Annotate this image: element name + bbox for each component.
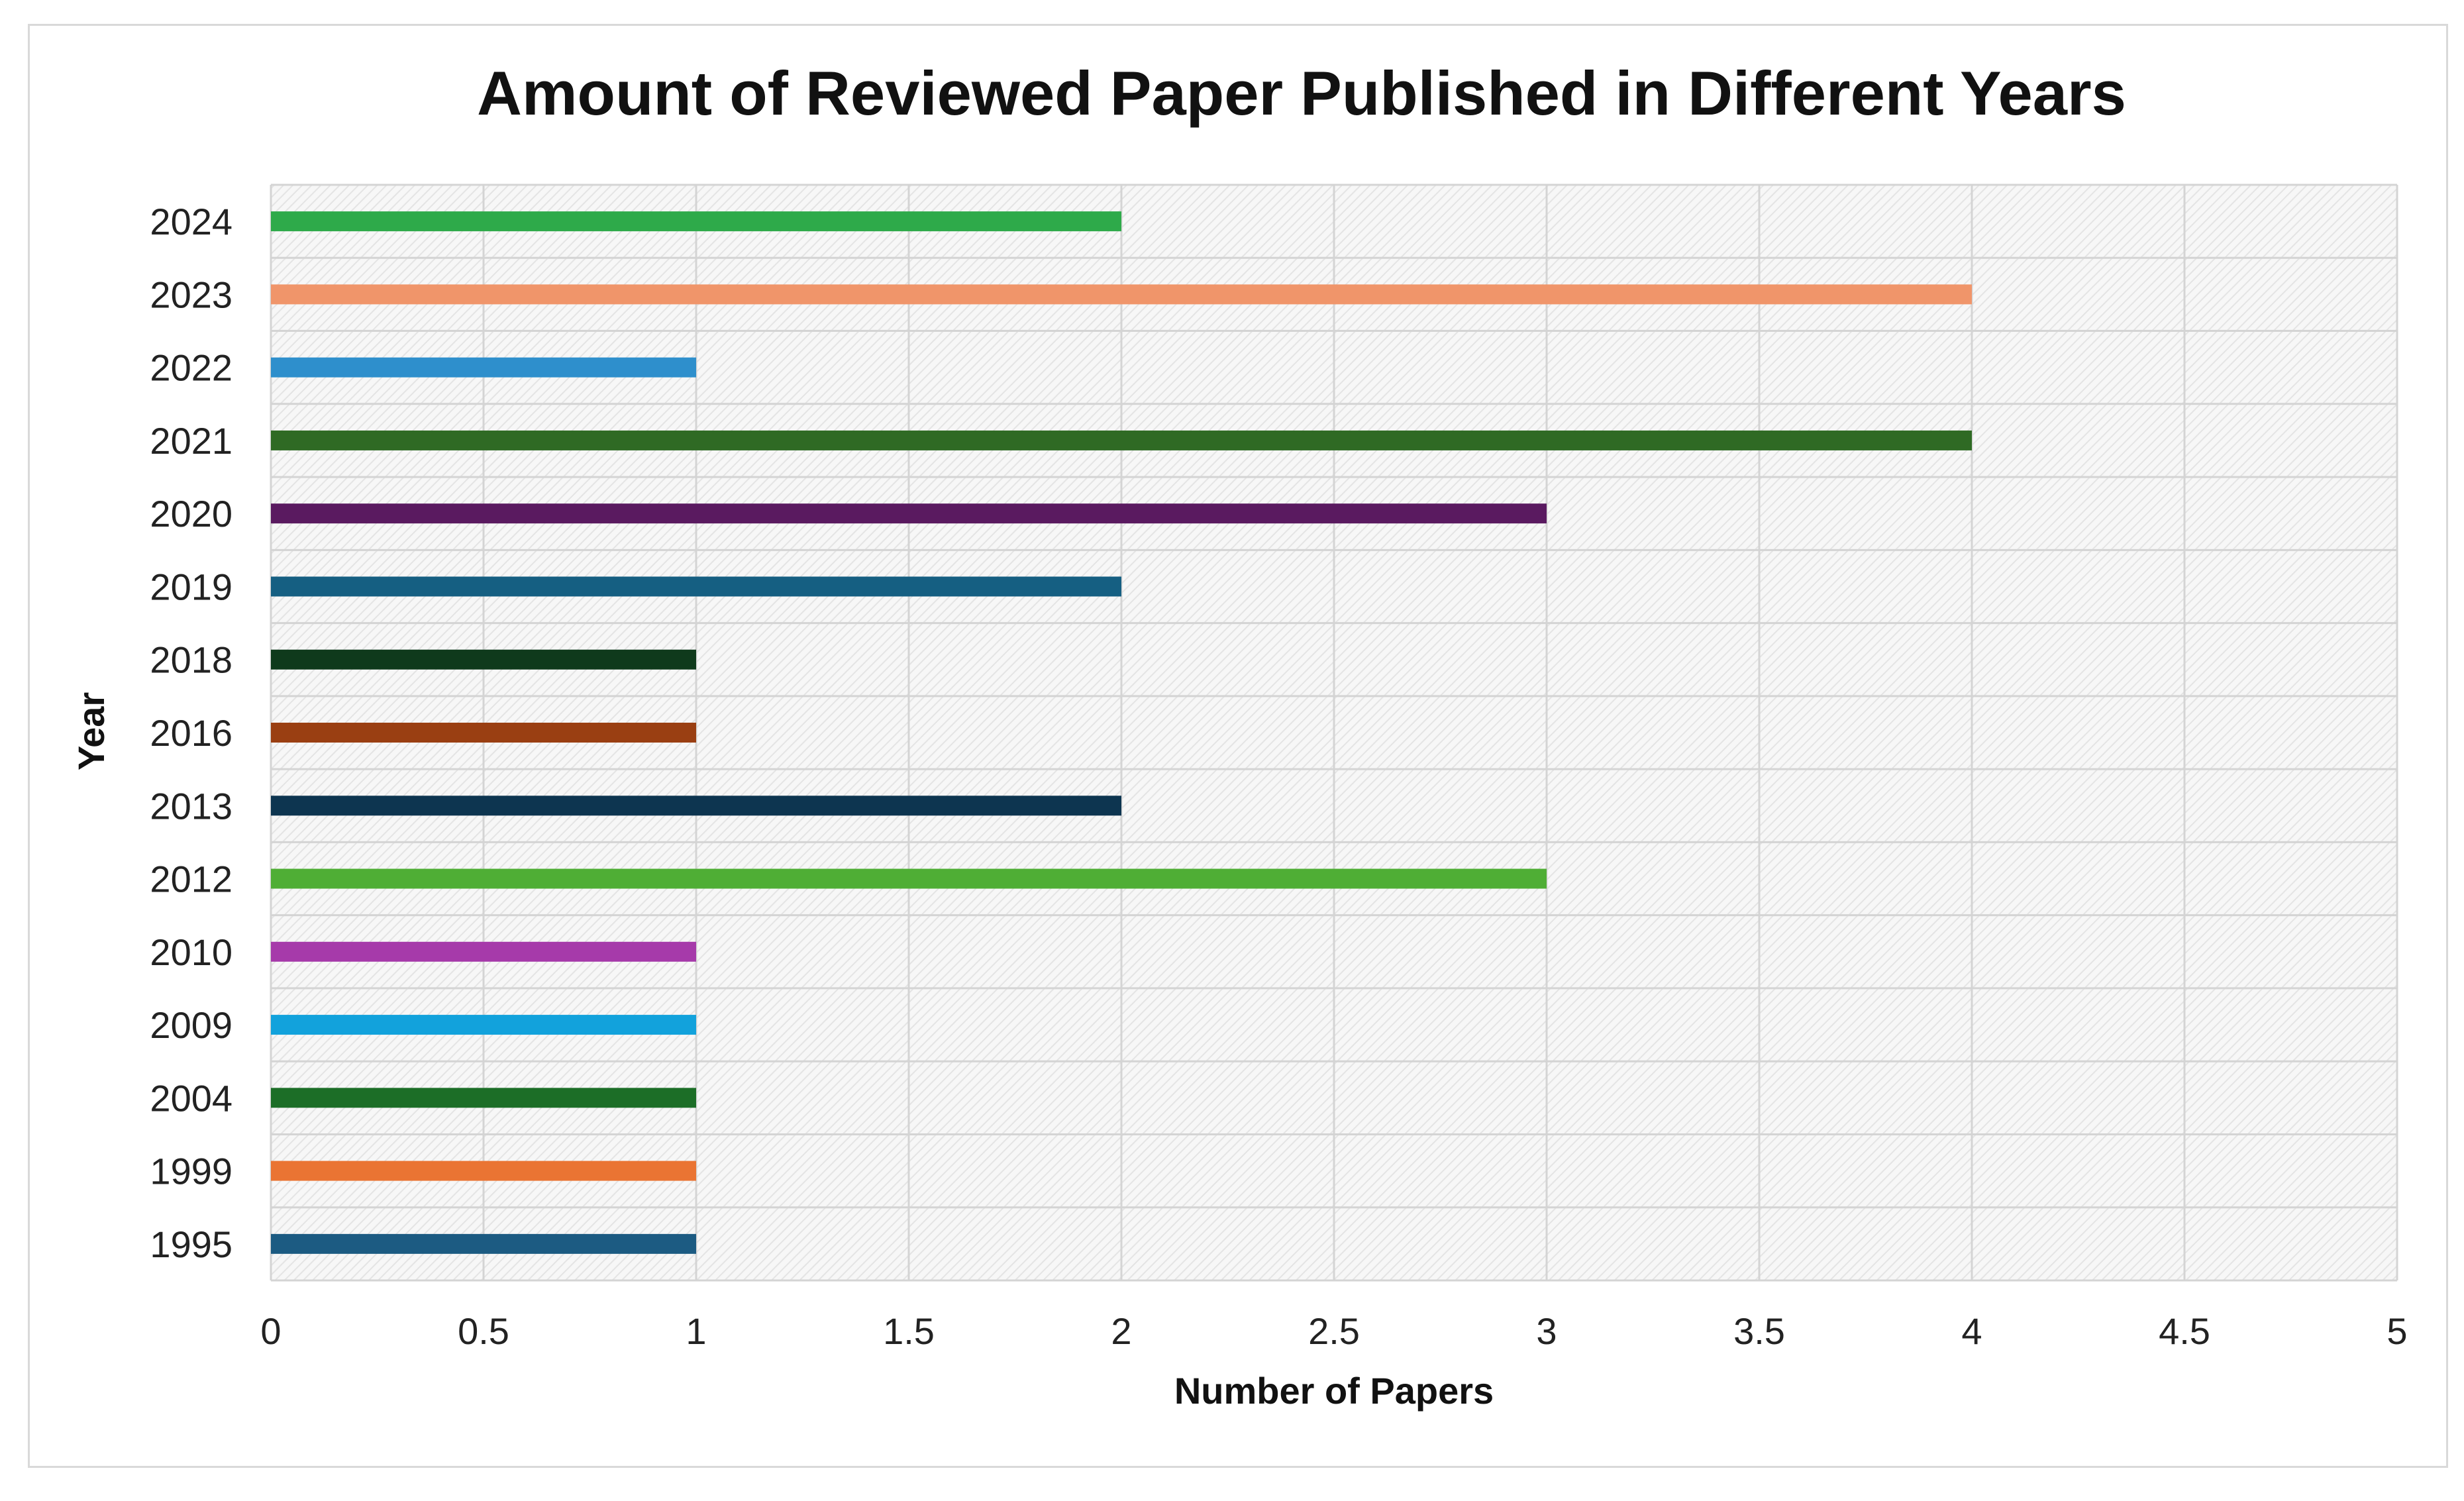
bar-2018 <box>271 649 696 670</box>
x-tick-labels: 0 0.5 1 1.5 2 2.5 3 3.5 4 4.5 5 <box>260 1310 2407 1352</box>
x-tick-label: 3 <box>1536 1310 1557 1352</box>
x-tick-label: 1.5 <box>883 1310 935 1352</box>
y-tick-label: 1995 <box>150 1223 232 1265</box>
bar-2009 <box>271 1015 696 1035</box>
x-tick-label: 0 <box>260 1310 281 1352</box>
chart-svg: Amount of Reviewed Paper Published in Di… <box>70 58 2408 1412</box>
y-tick-label: 2004 <box>150 1077 232 1119</box>
x-tick-label: 3.5 <box>1733 1310 1785 1352</box>
y-tick-label: 2010 <box>150 931 232 973</box>
bar-2012 <box>271 868 1547 889</box>
x-tick-label: 5 <box>2387 1310 2407 1352</box>
x-tick-label: 4 <box>1961 1310 1982 1352</box>
bar-2023 <box>271 284 1972 305</box>
x-tick-label: 1 <box>686 1310 706 1352</box>
y-axis-title: Year <box>70 692 112 770</box>
bar-2013 <box>271 796 1121 816</box>
y-tick-label: 2023 <box>150 274 232 315</box>
y-tick-label: 2022 <box>150 347 232 389</box>
bars <box>271 211 1972 1254</box>
y-tick-labels: 2024 2023 2022 2021 2020 2019 2018 2016 2013 2012… <box>150 201 232 1265</box>
y-tick-label: 2020 <box>150 493 232 535</box>
x-tick-label: 2 <box>1111 1310 1131 1352</box>
x-tick-label: 4.5 <box>2159 1310 2210 1352</box>
y-tick-label: 2018 <box>150 639 232 681</box>
bar-2004 <box>271 1088 696 1108</box>
bar-2022 <box>271 357 696 378</box>
bar-2010 <box>271 941 696 962</box>
bar-2016 <box>271 723 696 743</box>
bar-1995 <box>271 1233 696 1254</box>
y-tick-label: 2021 <box>150 420 232 462</box>
y-tick-label: 2013 <box>150 785 232 827</box>
bar-2024 <box>271 211 1121 232</box>
bar-2020 <box>271 503 1547 524</box>
y-tick-label: 1999 <box>150 1151 232 1192</box>
x-tick-label: 0.5 <box>458 1310 509 1352</box>
y-tick-label: 2009 <box>150 1004 232 1046</box>
x-axis-title: Number of Papers <box>1174 1370 1494 1412</box>
x-tick-label: 2.5 <box>1308 1310 1360 1352</box>
y-tick-label: 2012 <box>150 858 232 900</box>
y-tick-label: 2016 <box>150 712 232 754</box>
bar-2021 <box>271 430 1972 450</box>
chart-frame: Amount of Reviewed Paper Published in Di… <box>28 24 2448 1468</box>
y-tick-label: 2024 <box>150 201 232 242</box>
chart-title: Amount of Reviewed Paper Published in Di… <box>477 58 2126 128</box>
bar-1999 <box>271 1161 696 1181</box>
bar-2019 <box>271 576 1121 597</box>
y-tick-label: 2019 <box>150 566 232 607</box>
